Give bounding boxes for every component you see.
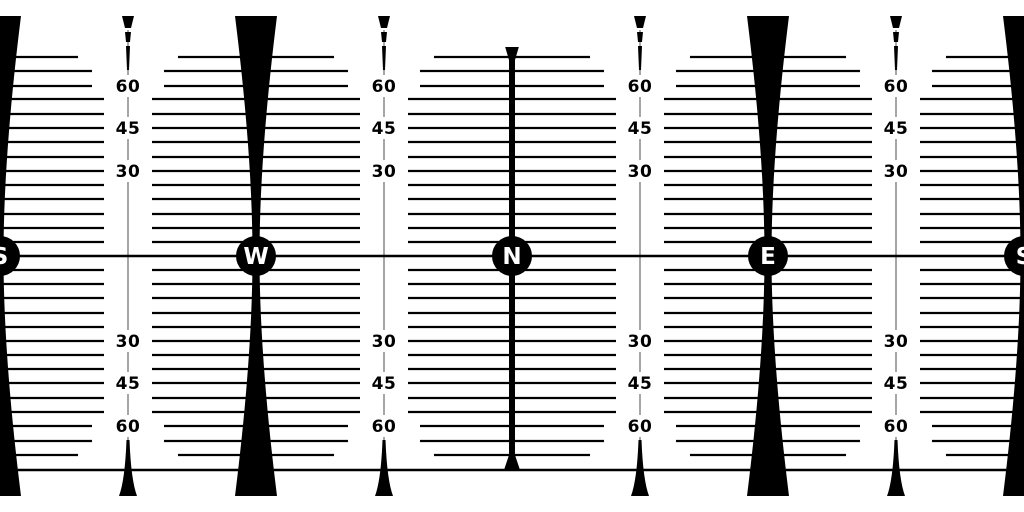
compass-letter-s: S <box>0 244 8 270</box>
latitude-label: 60 <box>372 417 397 437</box>
latitude-label: 60 <box>628 77 653 97</box>
latitude-label: 45 <box>372 119 397 139</box>
upper-spike <box>894 46 898 70</box>
latitude-label-bg <box>108 415 148 437</box>
lower-spike <box>887 440 905 496</box>
upper-spike <box>382 46 386 70</box>
upper-spike <box>890 16 902 28</box>
upper-spike <box>634 16 646 28</box>
latitude-label-bg <box>108 160 148 182</box>
latitude-label-bg <box>876 330 916 352</box>
latitude-label: 30 <box>116 162 141 182</box>
latitude-label: 30 <box>628 162 653 182</box>
latitude-label-bg <box>364 160 404 182</box>
latitude-label: 60 <box>884 417 909 437</box>
latitude-label: 60 <box>628 417 653 437</box>
compass-badge <box>0 236 20 276</box>
latitude-label: 45 <box>116 119 141 139</box>
latitude-label: 30 <box>884 162 909 182</box>
latitude-label-bg <box>108 75 148 97</box>
compass-letter-w: W <box>243 244 268 270</box>
latitude-label-bg <box>620 415 660 437</box>
latitude-label: 45 <box>628 374 653 394</box>
upper-spike <box>378 16 390 28</box>
latitude-label: 30 <box>116 332 141 352</box>
upper-spike <box>125 32 131 42</box>
upper-spike <box>122 16 134 28</box>
latitude-label-bg <box>364 75 404 97</box>
latitude-label-bg <box>876 160 916 182</box>
latitude-label-bg <box>364 117 404 139</box>
latitude-label: 60 <box>884 77 909 97</box>
compass-badge <box>1004 236 1024 276</box>
latitude-label: 60 <box>116 77 141 97</box>
compass-letter-n: N <box>502 244 521 270</box>
south-meridian-left <box>0 16 21 496</box>
latitude-label-bg <box>364 372 404 394</box>
upper-spike <box>381 32 387 42</box>
latitude-label: 60 <box>372 77 397 97</box>
latitude-label: 45 <box>372 374 397 394</box>
latitude-label: 60 <box>116 417 141 437</box>
latitude-label-bg <box>876 75 916 97</box>
latitude-label: 45 <box>628 119 653 139</box>
latitude-label: 30 <box>372 162 397 182</box>
upper-spike <box>637 32 643 42</box>
latitude-label: 45 <box>884 119 909 139</box>
latitude-label-bg <box>108 372 148 394</box>
compass-badge <box>492 236 532 276</box>
latitude-label: 30 <box>884 332 909 352</box>
latitude-label: 45 <box>884 374 909 394</box>
lower-spike <box>375 440 393 496</box>
latitude-label-bg <box>620 75 660 97</box>
latitude-label-bg <box>620 372 660 394</box>
latitude-label-bg <box>108 117 148 139</box>
latitude-label-bg <box>876 372 916 394</box>
latitude-label: 30 <box>372 332 397 352</box>
compass-badge <box>236 236 276 276</box>
latitude-label-bg <box>876 415 916 437</box>
lower-spike <box>119 440 137 496</box>
compass-badge <box>748 236 788 276</box>
latitude-label: 45 <box>116 374 141 394</box>
south-meridian-right <box>1003 16 1024 496</box>
compass-letter-e: E <box>760 244 776 270</box>
latitude-label-bg <box>620 160 660 182</box>
latitude-label-bg <box>876 117 916 139</box>
label-layer: 60 45 30 30 45 60 60 45 30 30 45 60 60 45 30 30 45 60 60 45… <box>0 75 1024 437</box>
latitude-label-bg <box>364 415 404 437</box>
latitude-label: 30 <box>628 332 653 352</box>
latitude-label-bg <box>620 117 660 139</box>
latitude-label-bg <box>108 330 148 352</box>
latitude-label-bg <box>620 330 660 352</box>
upper-spike <box>893 32 899 42</box>
upper-spike <box>638 46 642 70</box>
north-meridian-notch <box>504 43 520 47</box>
upper-spike <box>126 46 130 70</box>
lower-spike <box>631 440 649 496</box>
compass-letter-s: S <box>1016 244 1024 270</box>
latitude-label-bg <box>364 330 404 352</box>
